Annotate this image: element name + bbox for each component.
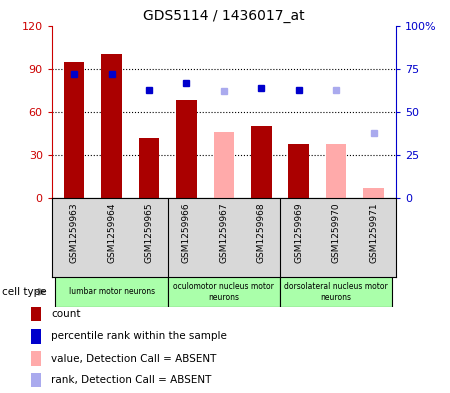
Text: GSM1259970: GSM1259970	[332, 202, 341, 263]
Bar	[326, 144, 346, 198]
Text: GSM1259967: GSM1259967	[220, 202, 228, 263]
Text: GSM1259968: GSM1259968	[257, 202, 266, 263]
Text: dorsolateral nucleus motor
neurons: dorsolateral nucleus motor neurons	[284, 282, 388, 301]
Bar	[280, 277, 392, 307]
Text: GSM1259969: GSM1259969	[294, 202, 303, 263]
Bar	[31, 307, 41, 321]
Bar	[168, 277, 280, 307]
Title: GDS5114 / 1436017_at: GDS5114 / 1436017_at	[143, 9, 305, 23]
Text: lumbar motor neurons: lumbar motor neurons	[68, 287, 155, 296]
Text: count: count	[51, 309, 81, 319]
Bar	[31, 373, 41, 387]
Bar	[363, 188, 384, 198]
Text: GSM1259965: GSM1259965	[144, 202, 153, 263]
Bar	[176, 101, 197, 198]
Bar	[214, 132, 234, 198]
Text: GSM1259966: GSM1259966	[182, 202, 191, 263]
Bar	[288, 144, 309, 198]
Bar	[101, 54, 122, 198]
Text: GSM1259964: GSM1259964	[107, 202, 116, 263]
Text: GSM1259971: GSM1259971	[369, 202, 378, 263]
Bar	[139, 138, 159, 198]
Text: rank, Detection Call = ABSENT: rank, Detection Call = ABSENT	[51, 375, 212, 385]
Bar	[251, 127, 272, 198]
Text: GSM1259963: GSM1259963	[70, 202, 79, 263]
Text: percentile rank within the sample: percentile rank within the sample	[51, 331, 227, 341]
Text: cell type: cell type	[2, 287, 47, 297]
Bar	[55, 277, 168, 307]
Bar	[31, 329, 41, 343]
Bar	[64, 62, 85, 198]
Text: value, Detection Call = ABSENT: value, Detection Call = ABSENT	[51, 354, 217, 364]
Bar	[31, 351, 41, 366]
Text: oculomotor nucleus motor
neurons: oculomotor nucleus motor neurons	[173, 282, 274, 301]
